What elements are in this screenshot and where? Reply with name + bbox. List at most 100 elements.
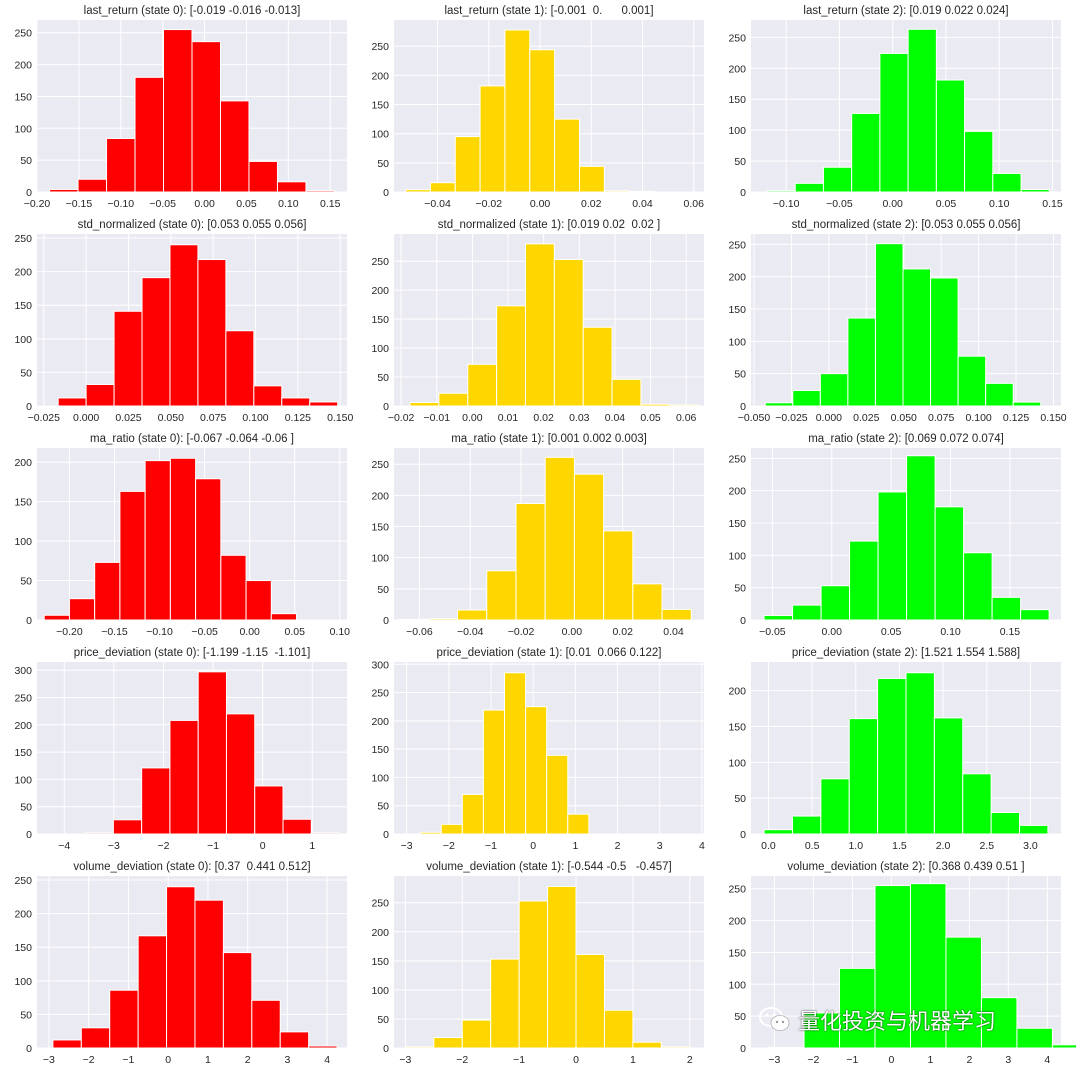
histogram-bar — [109, 989, 139, 1049]
histogram-bar — [661, 608, 692, 621]
histogram-bar — [490, 958, 520, 1049]
x-tick-label: −0.15 — [66, 198, 93, 210]
x-tick-label: 2 — [687, 1054, 693, 1066]
histogram-bar — [270, 613, 298, 621]
x-tick-label: −0.04 — [457, 626, 484, 638]
y-tick-label: 50 — [20, 576, 32, 588]
histogram-bar — [454, 136, 481, 193]
x-tick-label: −2 — [807, 1054, 819, 1066]
histogram-bar — [763, 614, 794, 621]
y-tick-label: 100 — [728, 125, 746, 137]
histogram-bar — [169, 457, 197, 621]
x-tick-label: 1 — [205, 1054, 211, 1066]
y-tick-label: 100 — [371, 553, 389, 565]
x-tick-label: 1.5 — [892, 840, 907, 852]
histogram-bar — [80, 1027, 111, 1049]
histogram-bar — [479, 85, 506, 193]
histogram-panel-10: −3 −2 −1 0 1 2 3 4 0 50 100 150 200 250 300 price_devia… — [371, 647, 705, 852]
histogram-bar — [112, 819, 143, 835]
x-tick-label: 0.10 — [940, 626, 961, 638]
x-tick-label: 0.05 — [936, 198, 957, 210]
histogram-bar — [902, 268, 932, 407]
x-tick-label: 0.00 — [530, 198, 551, 210]
histogram-bar — [819, 373, 849, 407]
y-tick-label: 200 — [14, 720, 32, 732]
y-tick-label: 0 — [26, 829, 32, 841]
histogram-bar — [197, 671, 227, 835]
y-tick-label: 150 — [371, 100, 389, 112]
panel-title: volume_deviation (state 2): [0.368 0.439… — [787, 861, 1024, 873]
y-tick-label: 150 — [371, 956, 389, 968]
x-tick-label: 0.01 — [498, 412, 519, 424]
y-tick-label: 0 — [383, 829, 389, 841]
x-tick-label: 4 — [1044, 1054, 1050, 1066]
histogram-bar — [305, 190, 335, 193]
histogram-bar — [1012, 401, 1042, 407]
x-tick-label: 0 — [573, 1054, 579, 1066]
y-tick-label: 100 — [371, 772, 389, 784]
histogram-bar — [282, 818, 312, 835]
x-tick-label: −1 — [846, 1054, 858, 1066]
histogram-bar — [276, 181, 307, 193]
x-tick-label: −2 — [456, 1054, 468, 1066]
x-tick-label: −2 — [443, 840, 455, 852]
y-tick-label: 100 — [728, 757, 746, 769]
histogram-bar — [640, 403, 671, 407]
histogram-bar — [144, 460, 171, 621]
y-tick-label: 250 — [371, 41, 389, 53]
histogram-bar — [820, 778, 850, 835]
histogram-bar — [792, 604, 822, 621]
histogram-bar — [791, 815, 822, 835]
histogram-panel-1: −0.04 −0.02 0.00 0.02 0.04 0.06 0 50 100 150 200 25… — [371, 5, 704, 210]
panel-title: std_normalized (state 2): [0.053 0.055 0… — [792, 219, 1021, 231]
y-tick-label: 0 — [26, 1043, 32, 1055]
x-tick-label: 0.10 — [989, 198, 1010, 210]
y-tick-label: 250 — [728, 32, 746, 44]
histogram-bar — [669, 404, 700, 407]
x-tick-label: 0.025 — [115, 412, 141, 424]
histogram-bar — [467, 363, 498, 407]
histogram-bar — [905, 672, 935, 835]
x-tick-label: 0.10 — [278, 198, 299, 210]
histogram-bar — [253, 385, 283, 407]
x-tick-label: 0.125 — [285, 412, 311, 424]
histogram-bar — [935, 79, 966, 193]
x-tick-label: 2 — [966, 1054, 972, 1066]
y-tick-label: 50 — [734, 793, 746, 805]
x-tick-label: 0.15 — [1042, 198, 1063, 210]
histogram-bar — [874, 885, 911, 1049]
histogram-bar — [398, 618, 429, 621]
y-tick-label: 100 — [371, 985, 389, 997]
y-tick-label: 150 — [728, 518, 746, 530]
histogram-bar — [934, 506, 965, 621]
y-tick-label: 300 — [14, 665, 32, 677]
x-tick-label: 0 — [260, 840, 266, 852]
histogram-bar — [546, 754, 569, 835]
y-tick-label: 100 — [14, 334, 32, 346]
x-tick-label: −0.04 — [424, 198, 451, 210]
panel-title: last_return (state 2): [0.019 0.022 0.02… — [803, 5, 1008, 17]
x-tick-label: −1 — [485, 840, 497, 852]
histogram-bar — [419, 831, 442, 835]
histogram-bar — [409, 402, 440, 407]
histogram-bar — [141, 277, 171, 407]
histogram-bar — [1051, 1044, 1076, 1049]
x-tick-label: −0.01 — [423, 412, 450, 424]
histogram-bar — [219, 100, 250, 193]
histogram-bar — [553, 258, 584, 407]
y-tick-label: 250 — [371, 688, 389, 700]
histogram-bar — [429, 182, 456, 193]
panel-title: ma_ratio (state 2): [0.069 0.072 0.074] — [808, 433, 1004, 445]
x-tick-label: 2 — [245, 1054, 251, 1066]
y-tick-label: 0 — [740, 829, 746, 841]
y-tick-label: 300 — [371, 659, 389, 671]
x-tick-label: 0 — [165, 1054, 171, 1066]
histogram-bar — [248, 160, 278, 193]
histogram-bar — [404, 1046, 435, 1049]
y-tick-label: 200 — [14, 267, 32, 279]
y-tick-label: 250 — [728, 453, 746, 465]
y-tick-label: 150 — [728, 304, 746, 316]
histogram-bar — [582, 326, 613, 407]
x-tick-label: −0.06 — [406, 626, 433, 638]
y-tick-label: 100 — [14, 774, 32, 786]
